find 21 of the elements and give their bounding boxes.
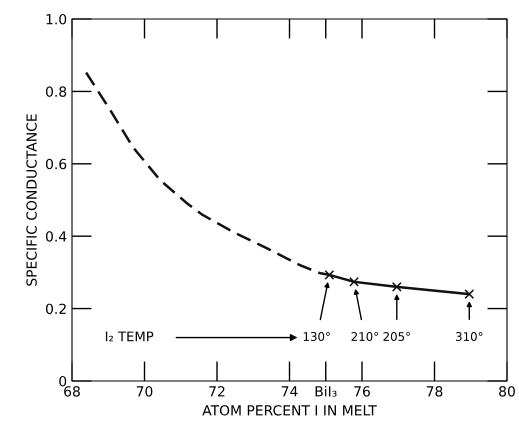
x-tick-label: 72 bbox=[209, 386, 224, 396]
annotation: I₂ TEMP bbox=[106, 332, 154, 342]
x-axis-title: ATOM PERCENT I IN MELT bbox=[202, 405, 377, 416]
x-tick-label: 76 bbox=[354, 386, 370, 397]
y-tick-label: 0.8 bbox=[46, 86, 66, 97]
y-tick-label: 0.2 bbox=[46, 304, 66, 314]
x-tick-label: BiI₃ bbox=[316, 386, 337, 397]
x-tick-label: 74 bbox=[282, 386, 298, 396]
x-tick-label: 70 bbox=[136, 386, 152, 397]
y-tick-label: 0.6 bbox=[46, 158, 66, 170]
annotation: 310° bbox=[456, 332, 482, 341]
y-tick-label: 1.0 bbox=[46, 14, 66, 24]
annotation: 205° bbox=[383, 332, 410, 341]
x-tick-label: 68 bbox=[64, 386, 80, 397]
y-tick-label: 0 bbox=[59, 376, 66, 386]
x-tick-label: 78 bbox=[426, 386, 442, 397]
annotation: 130° bbox=[304, 332, 330, 341]
x-tick-label: 80 bbox=[499, 386, 515, 397]
y-tick-label: 0.4 bbox=[46, 231, 66, 242]
y-axis-title: SPECIFIC CONDUCTANCE bbox=[26, 114, 37, 286]
annotation: 210° bbox=[352, 332, 378, 341]
